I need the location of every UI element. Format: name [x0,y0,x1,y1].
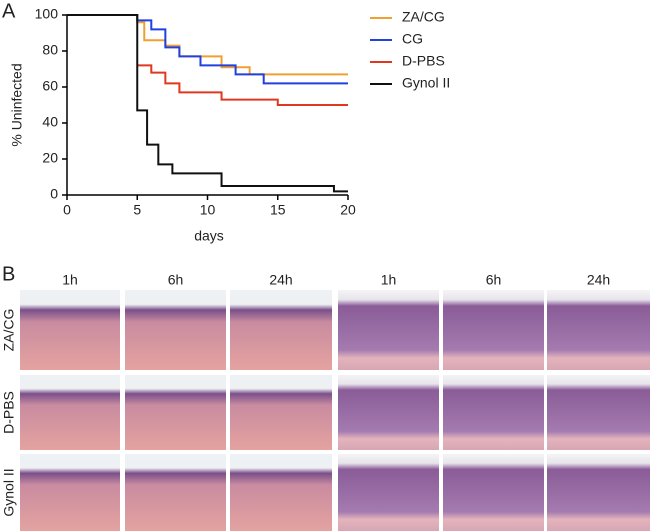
column-header: 6h [486,272,502,288]
row-label: Gynol II [1,468,17,516]
panel-label: B [2,263,15,285]
y-tick-label: 0 [50,186,58,202]
row-label: D-PBS [1,391,17,434]
histology-image [547,454,650,531]
column-header: 1h [381,272,397,288]
histology-image [547,290,650,370]
y-tick-label: 60 [42,78,58,94]
histology-image [443,290,544,370]
histology-image [125,454,226,531]
histology-image [20,454,120,531]
panel-label: A [2,0,16,22]
histology-image [338,454,439,531]
histology-image [20,375,120,450]
histology-image [547,375,650,450]
legend-label: Gynol II [402,75,450,91]
histology-image [230,454,332,531]
x-tick-label: 20 [340,202,356,218]
column-header: 1h [62,272,78,288]
y-tick-label: 20 [42,150,58,166]
x-axis-label: days [194,228,224,244]
histology-image [338,290,439,370]
y-tick-label: 100 [35,6,59,22]
legend-label: ZA/CG [402,9,445,25]
column-header: 24h [587,272,610,288]
survival-line [67,14,348,76]
histology-image [338,375,439,450]
row-label: ZA/CG [1,309,17,352]
histology-panel: 1h 6h 24h 1h 6h 24h ZA/CG D-PBS Gynol II [1,272,650,531]
histology-image [125,375,226,450]
legend-label: CG [402,31,423,47]
x-tick-label: 5 [133,202,141,218]
survival-line [67,14,348,85]
x-tick-label: 10 [200,202,216,218]
legend-label: D-PBS [402,53,445,69]
column-header: 6h [168,272,184,288]
histology-image [230,290,332,370]
histology-image [443,454,544,531]
histology-image [125,290,226,370]
survival-line [137,64,348,106]
x-tick-label: 0 [63,202,71,218]
histology-image [443,375,544,450]
y-tick-label: 40 [42,114,58,130]
histology-image [20,290,120,370]
histology-image [230,375,332,450]
survival-line [67,14,348,193]
column-header: 24h [269,272,292,288]
y-tick-label: 80 [42,42,58,58]
x-tick-label: 15 [270,202,286,218]
y-axis-label: % Uninfected [9,63,25,146]
